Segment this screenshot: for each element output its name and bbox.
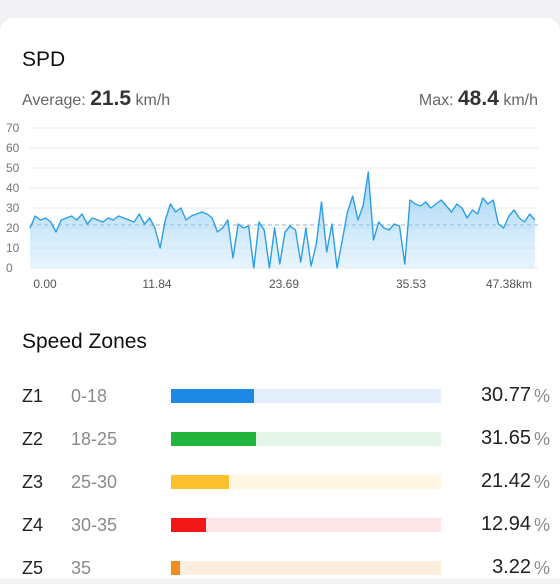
y-tick-label: 0 xyxy=(6,261,13,275)
average-speed: Average: 21.5 km/h xyxy=(22,87,170,111)
zone-percent-sign: % xyxy=(533,386,550,406)
zone-row: Z2 18-25 31.65% xyxy=(0,425,560,455)
speed-card: SPD Average: 21.5 km/h Max: 48.4 km/h 70… xyxy=(0,18,560,578)
zones-title: Speed Zones xyxy=(22,330,147,353)
card-title: SPD xyxy=(22,48,66,71)
zone-row: Z3 25-30 21.42% xyxy=(0,468,560,498)
zone-id: Z3 xyxy=(22,472,44,492)
zone-bar-fill xyxy=(171,475,229,489)
zone-bar-track xyxy=(171,561,441,575)
x-tick-label: 35.53 xyxy=(396,277,426,291)
zone-percent: 21.42 xyxy=(480,470,531,492)
zone-id: Z4 xyxy=(22,515,44,535)
zone-bar-track xyxy=(171,475,441,489)
zone-percent-sign: % xyxy=(533,472,550,492)
zone-bar-fill xyxy=(171,518,206,532)
y-tick-label: 30 xyxy=(6,201,20,215)
zone-percent-sign: % xyxy=(533,429,550,449)
x-tick-label: 11.84 xyxy=(142,277,171,291)
y-tick-label: 70 xyxy=(6,121,20,135)
max-unit: km/h xyxy=(503,92,538,109)
average-label: Average: xyxy=(22,92,86,109)
zone-range: 0-18 xyxy=(71,386,108,406)
average-value: 21.5 xyxy=(90,87,132,110)
y-tick-label: 10 xyxy=(6,241,20,255)
zone-range: 30-35 xyxy=(71,515,118,535)
zone-row: Z5 35 3.22% xyxy=(0,554,560,584)
max-speed: Max: 48.4 km/h xyxy=(419,87,538,111)
average-unit: km/h xyxy=(135,92,171,109)
speed-chart: 70 60 50 40 30 20 10 0 0.00 11.84 23.69 35.53 47.38k… xyxy=(6,121,538,291)
zone-range: 35 xyxy=(71,558,92,578)
zone-range: 25-30 xyxy=(71,472,118,492)
y-tick-label: 20 xyxy=(6,221,20,235)
y-tick-label: 60 xyxy=(6,141,20,155)
zone-row: Z4 30-35 12.94% xyxy=(0,511,560,541)
x-tick-label: 0.00 xyxy=(33,277,57,291)
zone-id: Z1 xyxy=(22,386,44,406)
zone-bar-track xyxy=(171,518,441,532)
zone-bar-track xyxy=(171,432,441,446)
zone-row: Z1 0-18 30.77% xyxy=(0,382,560,412)
max-value: 48.4 xyxy=(458,87,499,110)
zone-bar-track xyxy=(171,389,441,403)
zone-percent: 30.77 xyxy=(480,384,531,406)
zone-id: Z2 xyxy=(22,429,44,449)
speed-area xyxy=(30,172,535,268)
zone-percent: 3.22 xyxy=(492,556,531,578)
zone-percent-sign: % xyxy=(533,515,550,535)
zone-id: Z5 xyxy=(22,558,44,578)
zone-percent-sign: % xyxy=(533,558,550,578)
speed-line xyxy=(29,171,536,269)
zone-percent: 12.94 xyxy=(480,513,531,535)
zone-bar-fill xyxy=(171,561,180,575)
zone-percent: 31.65 xyxy=(480,427,531,449)
x-tick-label: 47.38km xyxy=(486,277,532,291)
zone-range: 18-25 xyxy=(71,429,118,449)
max-label: Max: xyxy=(418,92,454,109)
x-tick-label: 23.69 xyxy=(269,277,299,291)
zone-bar-fill xyxy=(171,389,255,403)
y-tick-label: 50 xyxy=(6,161,20,175)
zone-bar-fill xyxy=(171,432,257,446)
y-tick-label: 40 xyxy=(6,181,20,195)
